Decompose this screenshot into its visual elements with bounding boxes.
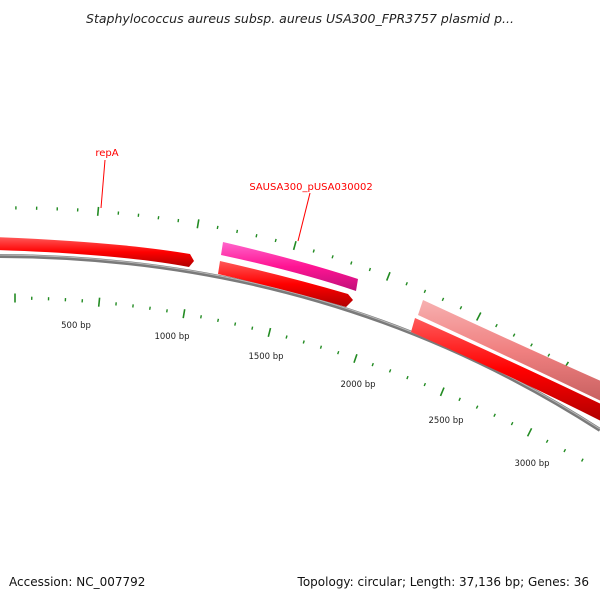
outer-tick	[274, 238, 277, 243]
scale-label-1000: 1000 bp	[154, 332, 189, 342]
inner-tick	[406, 375, 409, 380]
gene-label-repA[interactable]: repA	[95, 148, 118, 159]
scale-label-2000: 2000 bp	[340, 380, 375, 390]
inner-tick	[545, 439, 549, 444]
outer-tick	[255, 234, 258, 238]
inner-tick	[319, 345, 323, 349]
SAUSA300-pUSA030002-leader-line	[297, 192, 311, 242]
inner-tick	[580, 458, 584, 462]
scale-label-1500: 1500 bp	[248, 352, 283, 362]
plasmid-backbone	[0, 254, 600, 432]
inner-tick	[200, 315, 202, 319]
inner-tick	[353, 353, 358, 363]
inner-tick-ring	[14, 293, 584, 462]
gene-label-SAUSA300-pUSA030002[interactable]: SAUSA300_pUSA030002	[249, 182, 372, 193]
outer-tick	[350, 261, 353, 265]
plasmid-backbone-highlight	[0, 254, 600, 430]
inner-tick	[475, 405, 479, 409]
inner-tick	[166, 309, 168, 313]
repA-leader-line	[100, 159, 106, 209]
inner-tick	[563, 448, 567, 453]
inner-tick	[182, 309, 186, 319]
inner-tick	[302, 340, 305, 344]
outer-tick	[405, 281, 408, 286]
outer-tick	[96, 206, 100, 216]
inner-tick	[458, 397, 461, 402]
outer-tick	[196, 219, 200, 229]
outer-tick	[547, 353, 551, 357]
outer-tick	[312, 249, 315, 253]
outer-tick	[423, 289, 427, 294]
inner-tick	[149, 306, 151, 310]
inner-tick	[337, 350, 340, 355]
outer-tick	[459, 305, 463, 310]
inner-tick	[423, 382, 427, 387]
outer-tick	[530, 343, 533, 347]
gene-repA[interactable]	[0, 237, 194, 267]
inner-tick	[510, 421, 514, 426]
outer-tick	[441, 297, 445, 302]
outer-tick	[216, 225, 219, 230]
scale-label-500: 500 bp	[61, 321, 91, 331]
outer-tick	[475, 312, 482, 321]
outer-tick	[495, 323, 498, 328]
inner-tick	[388, 369, 392, 373]
outer-tick	[331, 255, 334, 259]
topology-summary: Topology: circular; Length: 37,136 bp; G…	[297, 575, 589, 589]
gene-SAUSA300-pUSA030002[interactable]	[221, 242, 358, 291]
gene-reverse-1[interactable]	[218, 261, 353, 307]
scale-label-3000: 3000 bp	[514, 459, 549, 469]
inner-tick	[371, 362, 374, 367]
outer-tick	[157, 216, 160, 220]
outer-tick	[236, 229, 239, 234]
scale-label-2500: 2500 bp	[428, 416, 463, 426]
accession-label: Accession: NC_007792	[9, 575, 146, 589]
map-title: Staphylococcus aureus subsp. aureus USA3…	[86, 11, 514, 26]
outer-tick-ring	[15, 206, 585, 379]
inner-tick	[285, 335, 288, 339]
inner-tick	[234, 322, 237, 326]
inner-tick	[251, 326, 254, 330]
inner-tick	[97, 297, 101, 307]
outer-tick	[385, 271, 391, 281]
inner-tick	[526, 427, 533, 437]
inner-tick	[267, 327, 272, 337]
gene-pink[interactable]	[418, 300, 600, 402]
outer-tick	[292, 240, 297, 251]
inner-tick	[217, 318, 220, 323]
inner-tick	[439, 387, 445, 397]
outer-tick	[368, 267, 372, 272]
outer-tick	[512, 333, 516, 337]
inner-tick	[493, 413, 496, 418]
gene-reverse-2[interactable]	[411, 318, 600, 422]
